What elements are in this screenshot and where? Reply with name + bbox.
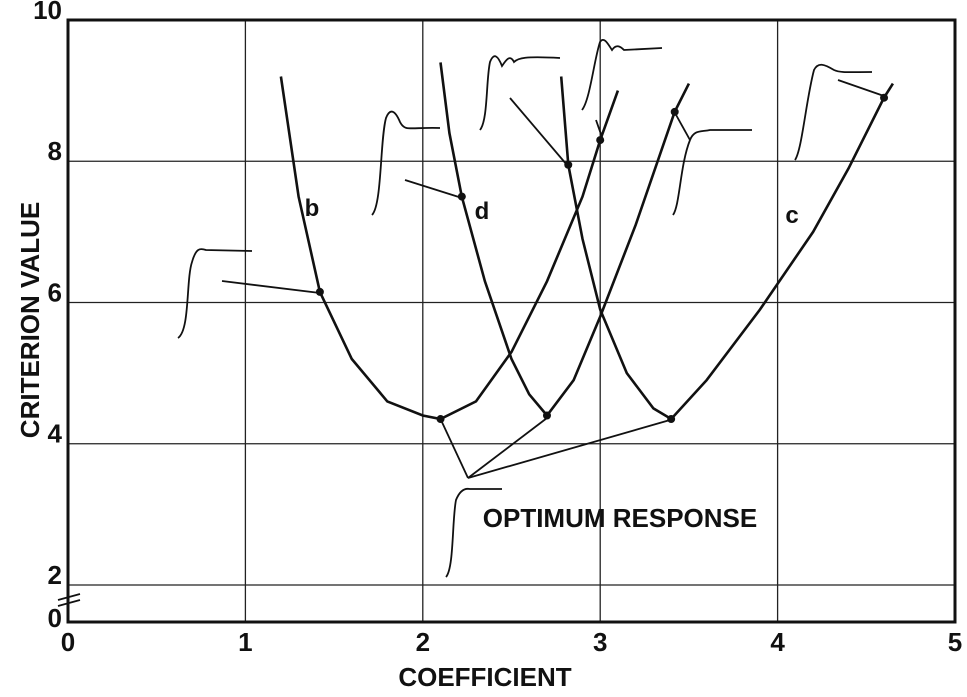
- y-tick-label: 6: [48, 277, 62, 307]
- series-label: d: [475, 198, 490, 225]
- x-tick-label: 5: [948, 627, 962, 657]
- point-marker: [542, 411, 551, 420]
- series-line: [439, 62, 691, 418]
- plot-area: [279, 62, 894, 424]
- point-marker: [667, 415, 676, 424]
- annotation: OPTIMUM RESPONSE: [483, 503, 757, 533]
- leader-line: [440, 419, 469, 479]
- point-marker: [880, 93, 889, 102]
- point-marker: [596, 136, 605, 145]
- plot-frame: [66, 18, 957, 624]
- y-axis-title: CRITERION VALUE: [15, 202, 45, 438]
- y-tick-label: 0: [48, 603, 62, 633]
- leader-line: [404, 179, 463, 199]
- inset: [672, 129, 752, 216]
- response-insets: [57, 39, 885, 607]
- point-marker: [315, 287, 324, 296]
- inset: [371, 110, 441, 216]
- leader-line: [674, 112, 691, 141]
- x-axis-title: COEFFICIENT: [398, 662, 571, 692]
- x-tick-label: 0: [61, 627, 75, 657]
- leader-line: [509, 97, 568, 166]
- x-tick-label: 3: [593, 627, 607, 657]
- axis-break: [57, 593, 81, 607]
- inset: [581, 39, 663, 111]
- leader-line: [467, 419, 671, 479]
- y-tick-label: 8: [48, 136, 62, 166]
- leader-line: [221, 280, 321, 294]
- leader-line: [837, 79, 885, 97]
- inset: [445, 487, 502, 578]
- point-marker: [670, 107, 679, 116]
- x-tick-label: 4: [770, 627, 785, 657]
- series-label: b: [305, 195, 320, 222]
- leader-line: [467, 417, 548, 479]
- inset: [794, 63, 873, 161]
- series-line: [559, 76, 894, 421]
- point-marker: [436, 415, 445, 424]
- y-tick-label: 10: [33, 0, 62, 25]
- y-tick-label: 4: [48, 419, 63, 449]
- x-tick-label: 2: [416, 627, 430, 657]
- point-marker: [457, 192, 466, 201]
- series-label: c: [785, 202, 798, 229]
- point-marker: [564, 160, 573, 169]
- inset: [479, 55, 561, 131]
- y-tick-label: 2: [48, 560, 62, 590]
- x-tick-label: 1: [238, 627, 252, 657]
- inset: [177, 248, 253, 339]
